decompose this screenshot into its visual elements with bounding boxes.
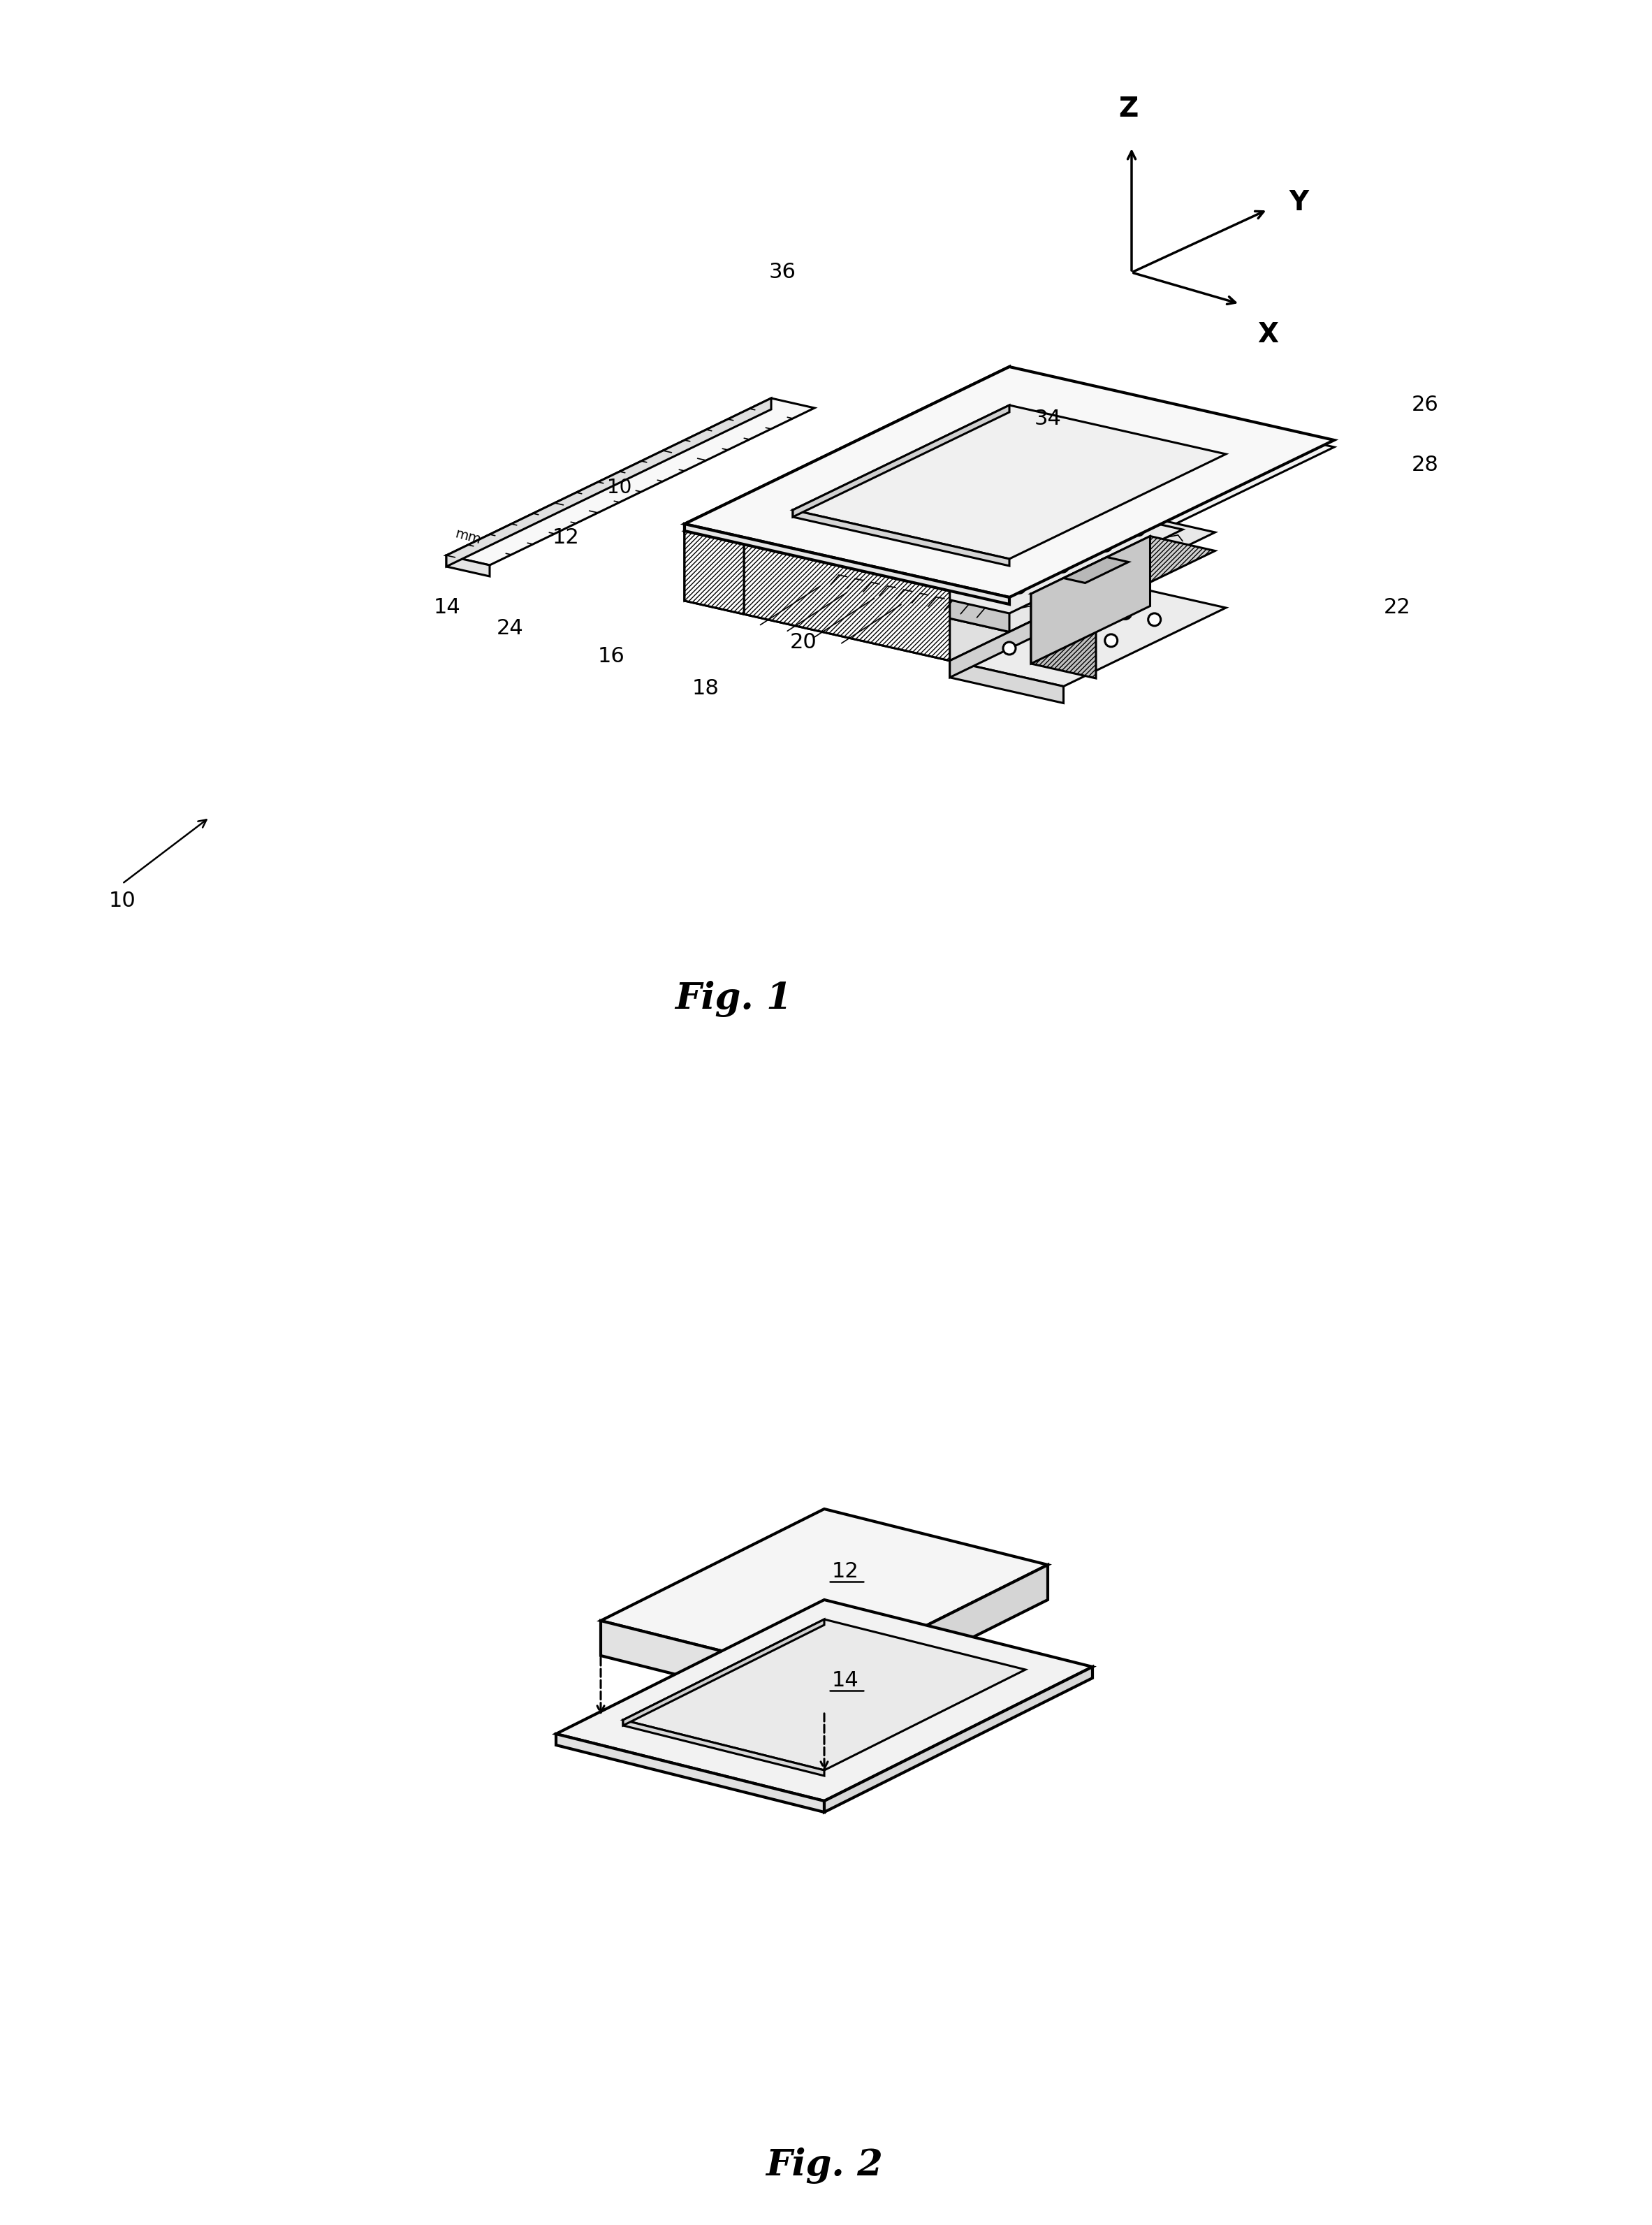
- Text: Z: Z: [1118, 96, 1138, 122]
- Text: 34: 34: [1034, 409, 1061, 429]
- Polygon shape: [743, 545, 950, 661]
- Polygon shape: [684, 523, 1009, 605]
- Polygon shape: [824, 1564, 1047, 1711]
- Polygon shape: [1031, 536, 1150, 663]
- Text: 14: 14: [831, 1671, 859, 1691]
- Text: 14: 14: [433, 599, 461, 619]
- Polygon shape: [803, 516, 1009, 632]
- Text: mm: mm: [454, 527, 482, 547]
- Polygon shape: [803, 416, 1009, 585]
- Polygon shape: [446, 556, 489, 576]
- Polygon shape: [446, 398, 771, 567]
- Text: 10: 10: [109, 890, 135, 912]
- Text: 24: 24: [496, 619, 524, 639]
- Text: Fig. 2: Fig. 2: [765, 2147, 882, 2183]
- Circle shape: [1118, 607, 1132, 619]
- Polygon shape: [793, 405, 1226, 558]
- Polygon shape: [684, 532, 1009, 674]
- Polygon shape: [1031, 536, 1216, 607]
- Polygon shape: [601, 1620, 824, 1711]
- Text: 28: 28: [1411, 454, 1439, 474]
- Polygon shape: [684, 367, 1009, 532]
- Polygon shape: [623, 1620, 824, 1727]
- Polygon shape: [743, 516, 1009, 592]
- Polygon shape: [623, 1720, 824, 1776]
- Text: 12: 12: [552, 527, 580, 547]
- Polygon shape: [601, 1509, 1047, 1678]
- Circle shape: [1032, 650, 1044, 661]
- Text: 22: 22: [1383, 599, 1411, 619]
- Text: 26: 26: [1411, 396, 1439, 416]
- Polygon shape: [1064, 556, 1128, 583]
- Polygon shape: [950, 661, 1064, 703]
- Circle shape: [1148, 614, 1161, 625]
- Polygon shape: [446, 398, 814, 565]
- Text: Fig. 1: Fig. 1: [674, 981, 791, 1017]
- Text: 36: 36: [768, 263, 796, 283]
- Circle shape: [1090, 601, 1102, 612]
- Text: 16: 16: [598, 647, 624, 668]
- Polygon shape: [557, 1600, 1092, 1800]
- Polygon shape: [684, 532, 743, 614]
- Polygon shape: [950, 583, 1226, 685]
- Polygon shape: [950, 583, 1112, 676]
- Circle shape: [1105, 634, 1117, 647]
- Circle shape: [1075, 627, 1089, 641]
- Circle shape: [1062, 654, 1074, 668]
- Polygon shape: [824, 1667, 1092, 1811]
- Polygon shape: [793, 510, 1009, 565]
- Circle shape: [1003, 643, 1016, 654]
- Polygon shape: [836, 490, 1183, 614]
- Circle shape: [1046, 621, 1059, 634]
- Polygon shape: [684, 374, 1009, 601]
- Text: 10: 10: [608, 478, 633, 498]
- Text: 12: 12: [831, 1562, 859, 1582]
- Polygon shape: [684, 374, 1069, 545]
- Polygon shape: [1031, 594, 1095, 679]
- Text: 20: 20: [790, 632, 816, 652]
- Text: 18: 18: [692, 679, 719, 699]
- Polygon shape: [1009, 387, 1275, 463]
- Polygon shape: [557, 1733, 824, 1811]
- Polygon shape: [684, 367, 1335, 596]
- Text: Y: Y: [1289, 189, 1308, 216]
- Polygon shape: [803, 485, 1216, 632]
- Polygon shape: [623, 1620, 1026, 1771]
- Polygon shape: [793, 405, 1009, 516]
- Polygon shape: [950, 434, 1335, 605]
- Text: X: X: [1257, 320, 1279, 347]
